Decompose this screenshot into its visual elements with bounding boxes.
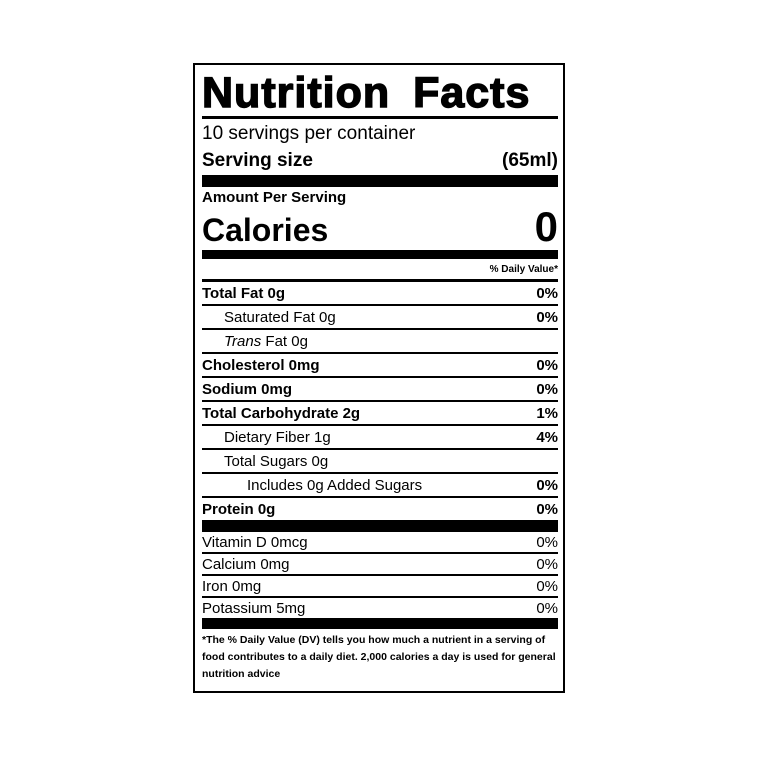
- thick-divider: [202, 175, 558, 187]
- nutrient-dv: 0%: [536, 357, 558, 374]
- vitamin-name: Potassium 5mg: [202, 600, 306, 617]
- nutrient-row: Total Carbohydrate 2g 1%: [202, 402, 558, 426]
- thick-divider: [202, 250, 558, 259]
- nutrient-name: Total Carbohydrate 2g: [202, 405, 361, 422]
- nutrient-name: Total Sugars 0g: [224, 453, 329, 470]
- nutrient-row: Protein 0g 0%: [202, 498, 558, 520]
- nutrient-dv: 0%: [536, 285, 558, 302]
- vitamin-row: Potassium 5mg 0%: [202, 598, 558, 618]
- nutrient-name: Includes 0g Added Sugars: [247, 477, 423, 494]
- nutrient-row: Cholesterol 0mg 0%: [202, 354, 558, 378]
- nutrient-row: Total Sugars 0g: [202, 450, 558, 474]
- vitamin-row: Vitamin D 0mcg 0%: [202, 532, 558, 554]
- nutrient-row: Dietary Fiber 1g 4%: [202, 426, 558, 450]
- nutrient-dv: 0%: [536, 381, 558, 398]
- trans-italic: Trans: [224, 333, 262, 350]
- thick-divider: [202, 618, 558, 629]
- nutrient-dv: 1%: [536, 405, 558, 422]
- nutrient-row: Includes 0g Added Sugars 0%: [202, 474, 558, 498]
- serving-size-row: Serving size (65ml): [202, 147, 558, 175]
- nutrient-name: Total Fat 0g: [202, 285, 286, 302]
- vitamin-dv: 0%: [536, 600, 558, 617]
- divider: [202, 279, 558, 282]
- vitamin-dv: 0%: [536, 534, 558, 551]
- divider: [202, 116, 558, 119]
- vitamin-dv: 0%: [536, 578, 558, 595]
- nutrient-dv: 0%: [536, 309, 558, 326]
- footnote: *The % Daily Value (DV) tells you how mu…: [202, 634, 556, 680]
- vitamin-row: Iron 0mg 0%: [202, 576, 558, 598]
- nutrient-row: Total Fat 0g 0%: [202, 282, 558, 306]
- vitamin-row: Calcium 0mg 0%: [202, 554, 558, 576]
- thick-divider: [202, 520, 558, 532]
- nutrient-dv: 4%: [536, 429, 558, 446]
- nutrient-name: Trans Fat 0g: [202, 330, 308, 352]
- nutrient-name: Sodium 0mg: [202, 381, 293, 398]
- nutrient-dv: 0%: [536, 501, 558, 518]
- nutrient-name: Saturated Fat 0g: [224, 309, 336, 326]
- nutrient-name: Cholesterol 0mg: [202, 357, 320, 374]
- nutrient-name: Protein 0g: [202, 501, 276, 518]
- vitamin-name: Calcium 0mg: [202, 556, 290, 573]
- calories-label: Calories: [202, 212, 329, 248]
- serving-size-value: (65ml): [502, 150, 558, 171]
- vitamin-name: Vitamin D 0mcg: [202, 534, 308, 551]
- serving-size-label: Serving size: [202, 150, 313, 171]
- label-title: Nutrition Facts: [201, 68, 531, 117]
- vitamin-dv: 0%: [536, 556, 558, 573]
- vitamin-name: Iron 0mg: [202, 578, 262, 595]
- servings-per-container: 10 servings per container: [202, 123, 416, 144]
- nutrient-row: Trans Fat 0g: [202, 330, 558, 354]
- nutrient-row: Saturated Fat 0g 0%: [202, 306, 558, 330]
- nutrient-name: Dietary Fiber 1g: [224, 429, 331, 446]
- nutrient-name-rest: Fat 0g: [261, 333, 308, 350]
- nutrition-facts-label: Nutrition Facts 10 servings per containe…: [193, 63, 565, 693]
- amount-per-serving: Amount Per Serving: [202, 189, 347, 206]
- daily-value-header: % Daily Value*: [489, 264, 558, 275]
- calories-row: Calories 0: [202, 203, 558, 250]
- calories-value: 0: [534, 203, 558, 250]
- nutrient-row: Sodium 0mg 0%: [202, 378, 558, 402]
- nutrient-dv: 0%: [536, 477, 558, 494]
